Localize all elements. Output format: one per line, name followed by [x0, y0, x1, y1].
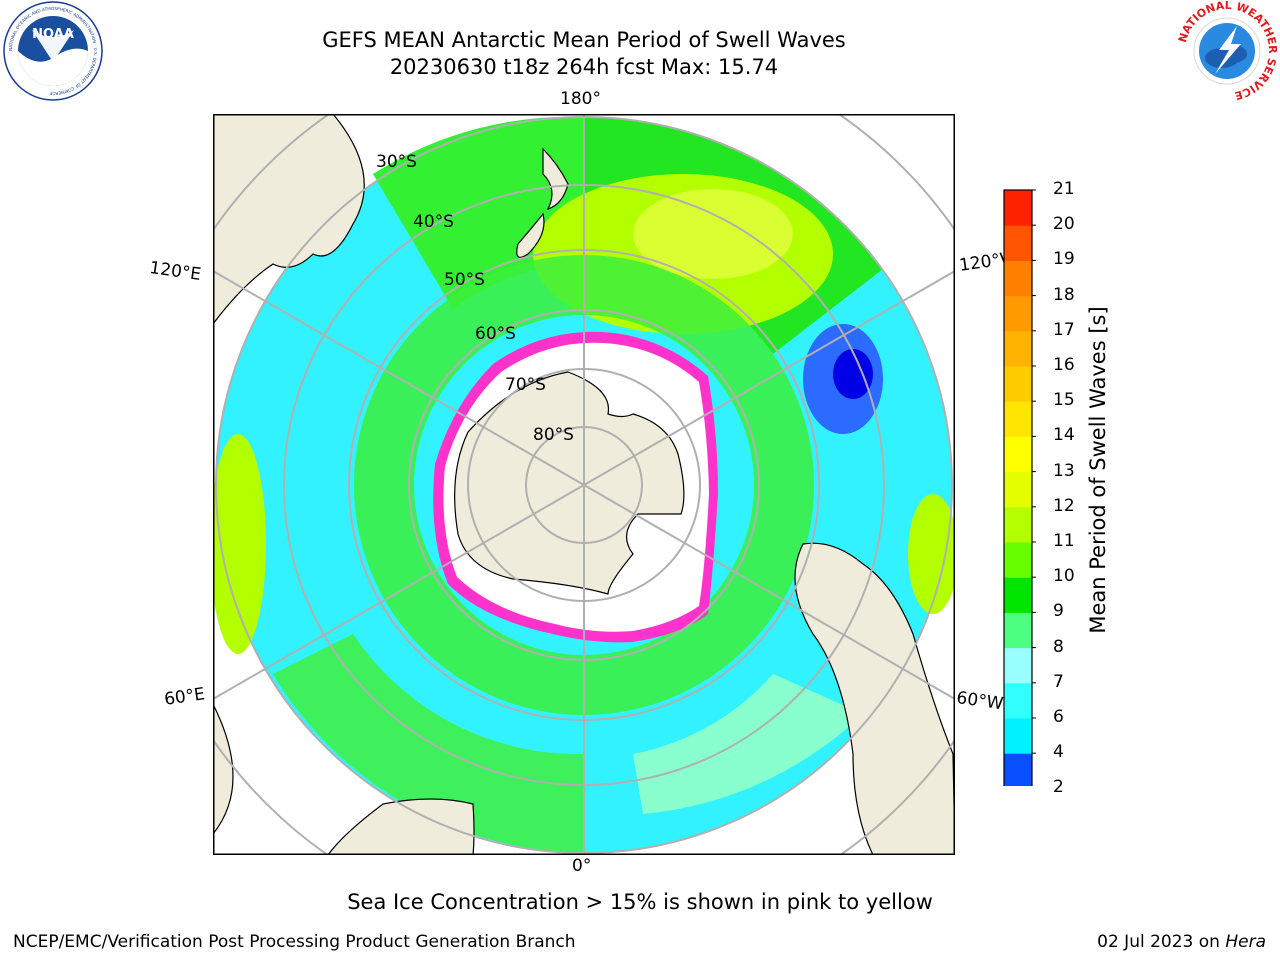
lon-label-60w: 60°W [955, 688, 1005, 715]
colorbar-segment [1004, 260, 1032, 297]
colorbar-segment [1004, 366, 1032, 402]
colorbar-segment [1004, 225, 1032, 261]
new-zealand-south-island [516, 212, 545, 258]
meridian-lines [213, 114, 955, 855]
swell-zone-lowest-period [833, 349, 873, 399]
lat-label-60s: 60°S [475, 324, 516, 344]
colorbar-segment [1004, 401, 1032, 437]
colorbar-title: Mean Period of Swell Waves [s] [1086, 306, 1110, 634]
lon-label-0: 0° [572, 856, 592, 876]
lon-label-120e: 120°E [148, 258, 203, 286]
colorbar-tick-label: 6 [1053, 707, 1064, 727]
swell-zone-green-south [273, 634, 584, 853]
map-subtitle: 20230630 t18z 264h fcst Max: 15.74 [389, 55, 779, 79]
colorbar-tick-label: 11 [1053, 531, 1075, 551]
colorbar-tick-label: 16 [1053, 355, 1075, 375]
colorbar-tick-label: 15 [1053, 390, 1075, 411]
colorbar-segment [1004, 330, 1032, 367]
colorbar-tick-label: 9 [1053, 601, 1064, 622]
footer-credit: NCEP/EMC/Verification Post Processing Pr… [13, 932, 576, 952]
colorbar-tick-label: 14 [1053, 425, 1075, 446]
footer-date-text: 02 Jul 2023 on [1097, 932, 1226, 952]
colorbar-segment [1004, 436, 1032, 473]
noaa-logo-text: NOAA [32, 27, 74, 42]
colorbar-frame [1003, 189, 1033, 786]
colorbar-segment [1004, 542, 1032, 578]
colorbar-tick-label: 17 [1053, 319, 1075, 340]
colorbar-tick-label: 19 [1053, 249, 1075, 270]
colorbar-segment [1004, 753, 1032, 786]
colorbar-segment [1004, 682, 1032, 719]
lat-label-80s: 80°S [533, 425, 574, 445]
sea-ice-caption: Sea Ice Concentration > 15% is shown in … [347, 890, 933, 914]
colorbar-tick-label: 2 [1053, 777, 1064, 798]
swell-zone-east-yellow [908, 494, 955, 614]
lon-label-180: 180° [560, 89, 601, 109]
lat-label-70s: 70°S [505, 375, 546, 395]
colorbar-tick-label: 12 [1053, 495, 1075, 516]
colorbar-tick-label: 18 [1053, 284, 1075, 305]
noaa-logo: NOAA NATIONAL OCEANIC AND ATMOSPHERIC AD… [3, 1, 103, 101]
nws-logo: NATIONAL WEATHER SERVICE [1176, 0, 1279, 102]
colorbar-tick-label: 20 [1053, 214, 1075, 235]
footer-host: Hera [1225, 932, 1266, 952]
polar-map [213, 114, 955, 855]
lat-label-30s: 30°S [376, 152, 417, 172]
colorbar-segment [1004, 471, 1032, 508]
africa-landmass [327, 798, 475, 855]
colorbar-tick-label: 10 [1053, 566, 1075, 587]
australia-landmass [213, 114, 365, 325]
south-america-landmass [794, 542, 955, 855]
lat-label-50s: 50°S [444, 270, 485, 290]
swell-zone-lightcyan [633, 674, 863, 814]
antarctica-landmass [454, 371, 685, 595]
swell-zone-west-yellow [213, 434, 266, 654]
colorbar-segment [1004, 190, 1032, 226]
madagascar-landmass [213, 703, 234, 835]
colorbar-tick-label: 21 [1053, 179, 1075, 199]
colorbar-segment [1004, 612, 1032, 649]
colorbar-tick-label: 13 [1053, 460, 1075, 481]
colorbar-segment [1004, 718, 1032, 754]
colorbar-tick-label: 8 [1053, 636, 1064, 657]
colorbar-segment [1004, 506, 1032, 543]
colorbar-tick-label: 7 [1053, 671, 1064, 692]
lon-label-60e: 60°E [163, 684, 207, 710]
lat-label-40s: 40°S [413, 212, 454, 232]
colorbar-segment [1004, 577, 1032, 613]
map-frame [213, 114, 955, 855]
footer-date: 02 Jul 2023 on Hera [1097, 932, 1266, 952]
map-title: GEFS MEAN Antarctic Mean Period of Swell… [322, 28, 846, 52]
swell-zone-green-northwest [373, 116, 584, 309]
colorbar-segment [1004, 295, 1032, 332]
colorbar [1003, 189, 1036, 786]
colorbar-segment [1004, 647, 1032, 684]
colorbar-tick-label: 4 [1053, 742, 1064, 763]
swell-zone-yellow [633, 189, 793, 279]
